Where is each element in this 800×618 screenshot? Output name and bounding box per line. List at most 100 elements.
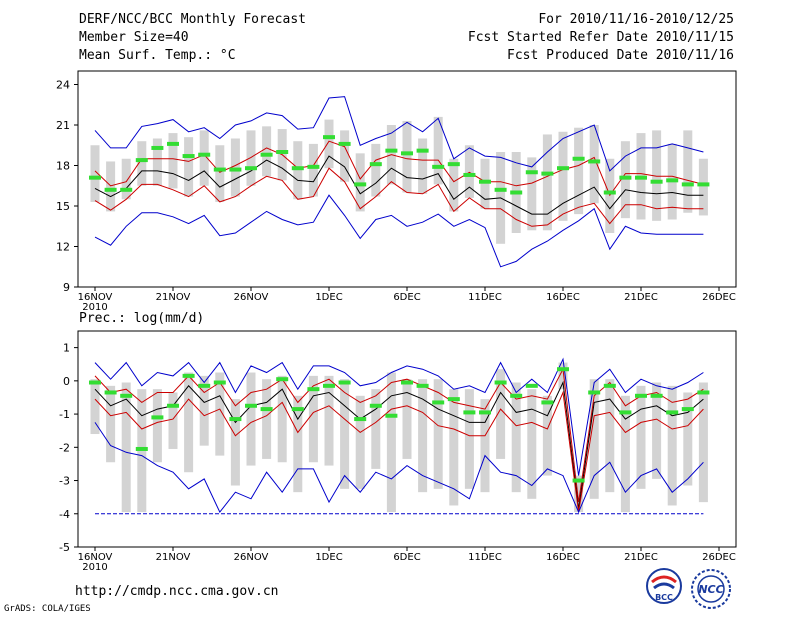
spread-box — [558, 362, 568, 390]
spread-box — [324, 375, 334, 466]
x-year-label: 2010 — [82, 562, 107, 573]
ensemble-marker — [245, 403, 257, 408]
x-tick-label: 11DEC — [468, 292, 502, 303]
spread-box — [324, 119, 334, 169]
spread-box — [652, 130, 662, 221]
chart-title: DERF/NCC/BCC Monthly Forecast — [79, 12, 306, 27]
spread-box — [168, 133, 178, 189]
series-line-max — [94, 96, 704, 172]
svg-text:NCC: NCC — [698, 583, 723, 596]
footer-url[interactable]: http://cmdp.ncc.cma.gov.cn — [75, 584, 279, 599]
spread-box — [480, 158, 490, 209]
ensemble-marker — [260, 152, 273, 157]
spread-box — [277, 375, 287, 463]
ensemble-marker — [681, 182, 694, 187]
ensemble-marker — [681, 407, 694, 412]
spread-box — [605, 379, 615, 493]
ensemble-marker — [603, 190, 616, 195]
spread-box — [184, 137, 194, 197]
y-tick-label: 24 — [56, 79, 70, 92]
y-tick-label: -1 — [59, 408, 70, 421]
svg-text:BCC: BCC — [655, 593, 673, 602]
x-year-label: 2010 — [82, 302, 107, 313]
series-line-mean — [94, 380, 704, 509]
produced-date-label: Fcst Produced Date 2010/11/16 — [507, 48, 734, 63]
spread-box — [355, 153, 365, 212]
x-tick-label: 21NOV — [156, 552, 191, 563]
ensemble-marker — [135, 446, 148, 451]
ensemble-marker — [494, 380, 507, 385]
x-tick-label: 26DEC — [702, 292, 736, 303]
series-line-mean — [94, 155, 704, 215]
y-tick-label: -5 — [59, 541, 70, 554]
ensemble-marker — [229, 417, 242, 422]
spread-box — [511, 382, 521, 493]
spread-box — [152, 138, 162, 186]
ensemble-marker — [245, 166, 257, 171]
y-tick-label: 1 — [63, 342, 70, 355]
spread-box — [698, 158, 708, 216]
ensemble-marker — [104, 187, 117, 192]
spread-box — [496, 369, 506, 459]
ensemble-marker — [588, 159, 601, 164]
member-size-label: Member Size=40 — [79, 30, 189, 45]
spread-box — [527, 157, 537, 231]
y-tick-label: -3 — [59, 475, 70, 488]
ensemble-marker — [650, 179, 663, 184]
ensemble-marker — [229, 167, 242, 172]
ncc-logo: NCC — [688, 568, 734, 614]
ensemble-marker — [135, 158, 148, 163]
start-date-label: Fcst Started Refer Date 2010/11/15 — [467, 30, 734, 45]
spread-box — [589, 379, 599, 499]
ensemble-marker — [619, 175, 632, 180]
spread-box — [433, 116, 443, 185]
series-line-lower — [94, 167, 704, 227]
spread-box — [293, 395, 303, 493]
x-tick-label: 16DEC — [546, 552, 580, 563]
ensemble-marker — [525, 383, 538, 388]
forecast-period: For 2010/11/16-2010/12/25 — [538, 12, 734, 27]
spread-box — [230, 399, 240, 486]
spread-box — [480, 399, 490, 493]
ensemble-marker — [89, 380, 101, 385]
ensemble-marker — [541, 400, 554, 405]
grads-credit: GrADS: COLA/IGES — [4, 604, 91, 614]
ensemble-marker — [666, 178, 679, 183]
spread-box — [215, 145, 225, 202]
ensemble-marker — [650, 393, 663, 398]
x-tick-label: 6DEC — [393, 292, 420, 303]
spread-box — [574, 127, 584, 215]
spread-box — [90, 145, 100, 202]
ensemble-marker — [120, 187, 133, 192]
spread-box — [402, 120, 412, 193]
spread-box — [433, 379, 443, 489]
y-tick-label: 12 — [56, 241, 70, 254]
precipitation-panel: -5 -4 -3 -2 -1 0 1 16NOV 21NOV 26NOV 1DEC 6DEC 11DEC… — [59, 330, 737, 573]
spread-box — [527, 389, 537, 499]
x-tick-label: 1DEC — [315, 292, 342, 303]
ensemble-marker — [432, 164, 445, 169]
x-tick-label: 16DEC — [546, 292, 580, 303]
spread-box — [683, 392, 693, 486]
spread-box — [215, 372, 225, 456]
ensemble-marker — [354, 182, 367, 187]
ensemble-marker — [291, 166, 304, 171]
spread-box — [636, 385, 646, 489]
series-line-min — [94, 422, 704, 514]
ensemble-marker — [198, 152, 211, 157]
spread-box — [371, 143, 381, 197]
ensemble-marker — [619, 410, 632, 415]
y-tick-label: 0 — [63, 375, 70, 388]
x-tick-label: 26NOV — [234, 292, 269, 303]
y-tick-label: -2 — [59, 441, 70, 454]
spread-box — [230, 138, 240, 197]
ensemble-marker — [182, 373, 195, 378]
spread-box — [106, 161, 116, 212]
ensemble-marker — [307, 164, 320, 169]
spread-box — [620, 395, 630, 513]
y-tick-label: -4 — [59, 508, 70, 521]
ensemble-marker — [167, 403, 179, 408]
ensemble-marker — [447, 162, 460, 167]
ensemble-marker — [463, 410, 476, 415]
spread-box — [418, 138, 428, 194]
